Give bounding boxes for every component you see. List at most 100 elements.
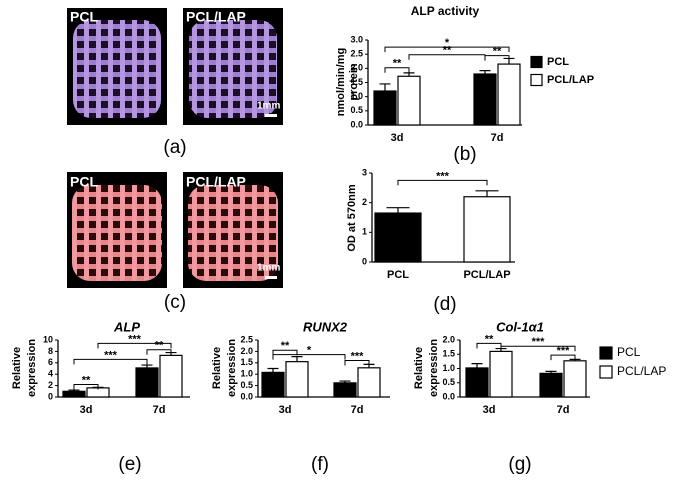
significance-bracket: [146, 349, 172, 355]
significance-label: **: [493, 45, 502, 57]
chart-title: Col-1α1: [496, 319, 544, 334]
photo-label: PCL/LAP: [186, 174, 246, 190]
y-tick-label: 1.5: [240, 357, 253, 367]
y-tick-label: 0: [362, 256, 367, 266]
bar: [397, 75, 421, 126]
y-tick-label: 1.5: [350, 77, 363, 87]
significance-label: ***: [351, 350, 365, 362]
significance-bracket: [73, 358, 148, 365]
significance-label: **: [485, 333, 494, 345]
panel-label: (b): [453, 144, 476, 165]
bar: [159, 354, 183, 398]
significance-bracket: [550, 354, 576, 361]
error-bar: [68, 389, 80, 392]
y-axis-label: nmol/min/mg: [335, 48, 347, 116]
bar: [473, 73, 497, 126]
y-tick-label: 2.0: [442, 334, 455, 344]
photo-label: PCL: [70, 174, 98, 190]
y-axis-label: Relative: [413, 347, 425, 389]
panel-label: (a): [163, 137, 186, 158]
x-tick-label: 7d: [491, 132, 504, 144]
significance-label: ***: [436, 170, 450, 182]
significance-label: **: [393, 58, 402, 70]
bar: [374, 212, 422, 263]
significance-label: *: [307, 344, 312, 356]
panel-label: (e): [118, 454, 141, 475]
chart-title: RUNX2: [303, 319, 348, 334]
y-tick-label: 8: [48, 346, 53, 356]
error-bar: [291, 356, 303, 362]
y-tick-label: 1.5: [442, 349, 455, 359]
y-axis-label: expression: [26, 339, 38, 397]
x-tick-label: 7d: [557, 404, 570, 416]
legend-swatch: [530, 73, 543, 87]
y-tick-label: 6: [48, 357, 53, 367]
x-tick-label: PCL: [387, 269, 409, 281]
legend-swatch: [530, 55, 543, 69]
significance-label: **: [82, 374, 91, 386]
legend-swatch: [599, 365, 613, 379]
x-tick-label: 3d: [483, 404, 496, 416]
scale-label: 1mm: [257, 101, 280, 112]
error-bar: [339, 380, 351, 383]
y-axis-label: Relative: [211, 347, 223, 389]
y-tick-label: 2: [48, 380, 53, 390]
y-tick-label: 0: [48, 391, 53, 401]
significance-bracket: [97, 342, 172, 349]
error-bar: [267, 367, 279, 373]
error-bar: [545, 370, 557, 374]
significance-bracket: [384, 46, 510, 53]
photo-c1: PCL: [67, 172, 167, 288]
legend-label: PCL/LAP: [617, 364, 666, 378]
significance-label: *: [445, 37, 450, 49]
x-tick-label: 7d: [153, 404, 166, 416]
x-tick-label: PCL/LAP: [463, 269, 510, 281]
x-tick-label: 3d: [391, 132, 404, 144]
bar: [261, 371, 285, 398]
significance-label: ***: [128, 333, 142, 345]
error-bar: [141, 364, 153, 368]
bar: [463, 196, 511, 263]
scale-label: 1mm: [257, 263, 280, 274]
bar: [489, 350, 513, 398]
bar: [333, 382, 357, 398]
legend-swatch: [599, 346, 613, 360]
error-bar: [475, 190, 499, 197]
y-tick-label: 0.0: [350, 119, 363, 129]
significance-label: **: [281, 340, 290, 352]
chart-title: ALP activity: [411, 4, 480, 18]
significance-bracket: [344, 360, 370, 366]
y-tick-label: 0.0: [240, 391, 253, 401]
significance-label: ***: [104, 349, 118, 361]
bar: [465, 367, 489, 398]
bar: [135, 367, 159, 398]
x-tick-label: 3d: [279, 404, 292, 416]
significance-bracket: [272, 354, 346, 360]
y-tick-label: 2.0: [350, 63, 363, 73]
y-tick-label: 1.0: [442, 363, 455, 373]
y-tick-label: 3.0: [350, 34, 363, 44]
y-tick-label: 2.0: [240, 346, 253, 356]
photo-a2: PCL/LAP 1mm: [183, 8, 283, 125]
significance-bracket: [397, 179, 488, 186]
significance-label: **: [443, 45, 452, 57]
error-bar: [403, 72, 415, 77]
bar: [497, 63, 521, 126]
bar: [285, 361, 309, 398]
y-tick-label: 2.5: [240, 334, 253, 344]
y-axis-label: protein: [348, 63, 360, 101]
bar: [62, 390, 86, 398]
error-bar: [479, 70, 491, 74]
chart-title: ALP: [113, 319, 140, 334]
significance-bracket: [500, 345, 576, 352]
y-tick-label: 0.5: [240, 380, 253, 390]
y-axis-label: expression: [226, 339, 238, 397]
bar: [357, 367, 381, 398]
legend-label: PCL: [547, 56, 569, 68]
y-tick-label: 0.5: [350, 105, 363, 115]
significance-label: ***: [557, 345, 571, 357]
bar: [539, 372, 563, 398]
y-tick-label: 10: [43, 334, 53, 344]
legend-label: PCL: [617, 345, 641, 359]
